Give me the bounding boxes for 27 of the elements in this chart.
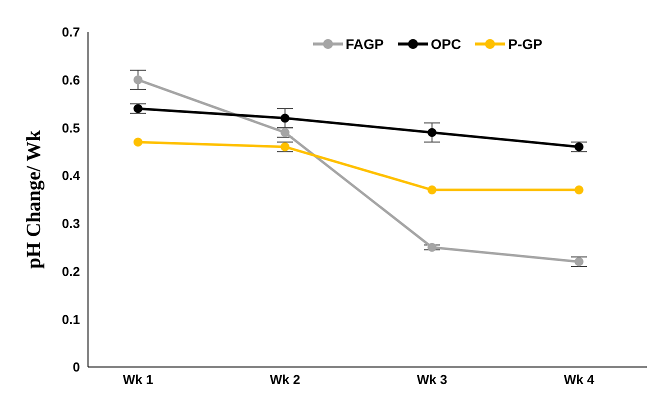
legend-label: P-GP <box>507 36 542 52</box>
y-tick-label: 0.3 <box>62 216 80 232</box>
point <box>428 242 436 252</box>
y-tick-label: 0.1 <box>62 312 80 327</box>
y-axis-title: pH Change/ Wk <box>23 129 46 269</box>
x-tick-label: Wk 2 <box>270 372 300 388</box>
point <box>574 142 584 152</box>
point <box>134 75 142 84</box>
y-tick-label: 0.4 <box>62 168 81 184</box>
point <box>280 142 290 152</box>
point <box>134 138 142 147</box>
x-tick-label: Wk 3 <box>416 372 448 388</box>
x-tick-label: Wk 4 <box>564 372 595 388</box>
y-tick-label: 0.2 <box>62 264 80 279</box>
point <box>574 257 584 266</box>
y-tick-label: 0.5 <box>62 120 80 136</box>
point <box>428 185 436 194</box>
y-tick-label: 0.7 <box>62 24 80 40</box>
point <box>428 128 436 137</box>
y-tick-label: 0.6 <box>62 72 80 88</box>
point <box>574 185 584 194</box>
point <box>134 104 142 114</box>
y-tick-label: 0 <box>72 360 80 375</box>
legend-label: FAGP <box>344 36 384 52</box>
x-tick-label: Wk 1 <box>122 372 154 388</box>
point <box>280 114 290 123</box>
legend-label: OPC <box>430 36 462 52</box>
